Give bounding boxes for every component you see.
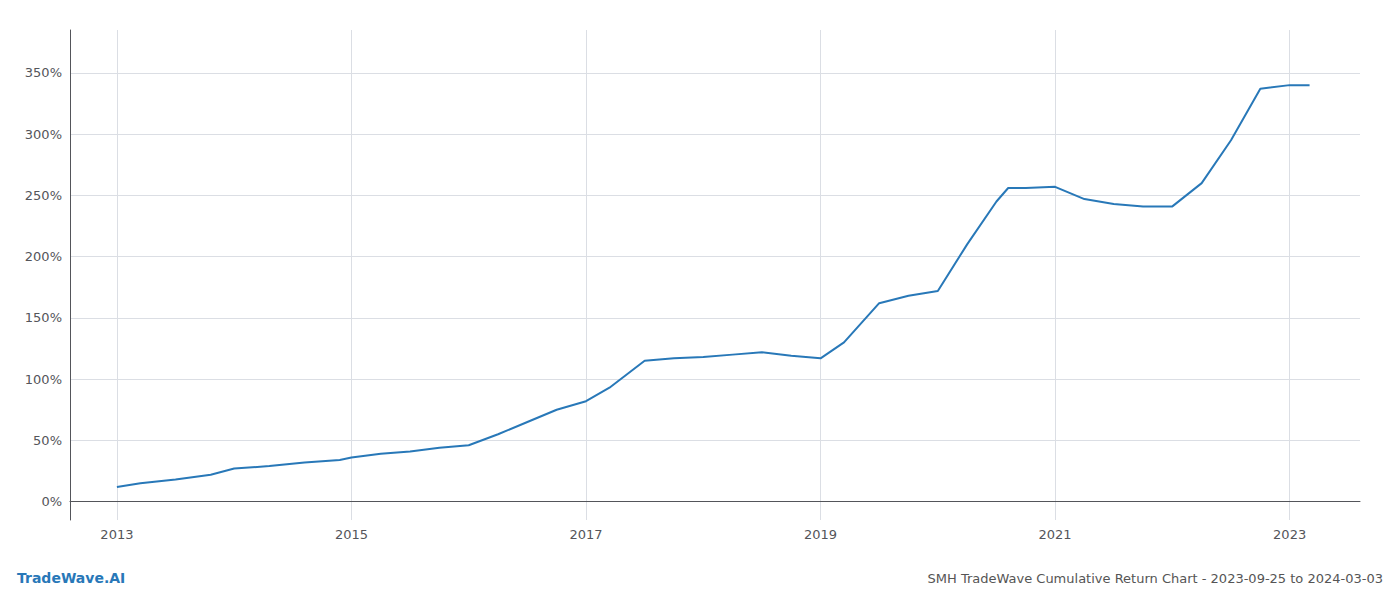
svg-text:2013: 2013: [100, 527, 133, 542]
svg-text:300%: 300%: [25, 127, 62, 142]
svg-text:2021: 2021: [1039, 527, 1072, 542]
svg-text:2019: 2019: [804, 527, 837, 542]
svg-text:200%: 200%: [25, 249, 62, 264]
svg-text:2015: 2015: [335, 527, 368, 542]
svg-text:TradeWave.AI: TradeWave.AI: [17, 570, 125, 586]
svg-text:50%: 50%: [33, 433, 62, 448]
svg-text:350%: 350%: [25, 65, 62, 80]
svg-text:2023: 2023: [1273, 527, 1306, 542]
svg-text:2017: 2017: [569, 527, 602, 542]
svg-text:SMH TradeWave Cumulative Retur: SMH TradeWave Cumulative Return Chart - …: [928, 571, 1383, 586]
svg-text:100%: 100%: [25, 372, 62, 387]
svg-text:250%: 250%: [25, 188, 62, 203]
svg-text:0%: 0%: [41, 494, 62, 509]
svg-text:150%: 150%: [25, 310, 62, 325]
